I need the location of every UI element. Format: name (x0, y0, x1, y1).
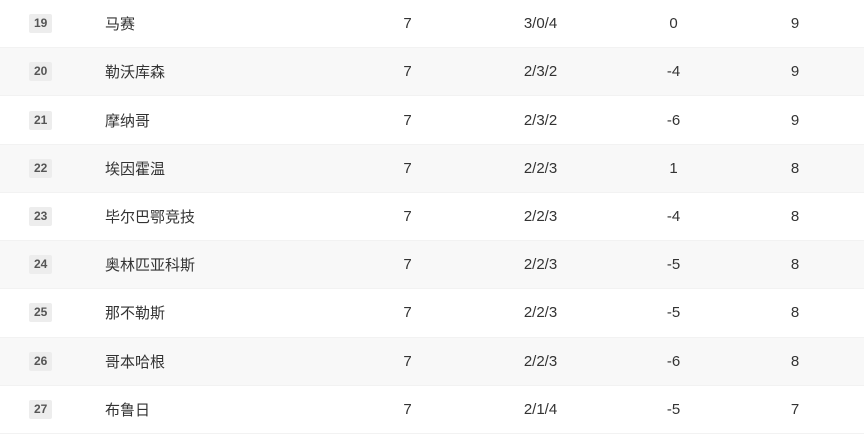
win-draw-loss: 2/2/3 (523, 256, 558, 274)
points: 9 (790, 15, 800, 33)
position-cell: 19 (0, 14, 70, 34)
win-draw-loss: 2/3/2 (523, 111, 558, 129)
games-played: 7 (403, 159, 412, 177)
team-name[interactable]: 哥本哈根 (105, 353, 166, 371)
team-name[interactable]: 那不勒斯 (105, 305, 166, 323)
position-badge: 22 (29, 158, 53, 178)
position-badge: 25 (29, 303, 53, 323)
table-row[interactable]: 26 哥本哈根 7 2/2/3 -6 8 (0, 337, 864, 386)
win-draw-loss: 2/2/3 (523, 159, 558, 177)
position-cell: 25 (0, 303, 70, 323)
team-name[interactable]: 布鲁日 (105, 401, 151, 419)
table-row[interactable]: 22 埃因霍温 7 2/2/3 1 8 (0, 144, 864, 193)
team-name[interactable]: 埃因霍温 (105, 160, 166, 178)
team-name[interactable]: 摩纳哥 (105, 112, 151, 130)
position-badge: 27 (29, 399, 53, 419)
table-row[interactable]: 19 马赛 7 3/0/4 0 9 (0, 0, 864, 49)
position-badge: 20 (29, 62, 53, 82)
goal-difference: -5 (666, 400, 681, 418)
games-played: 7 (403, 111, 412, 129)
position-badge: 23 (29, 206, 53, 226)
points: 8 (790, 352, 800, 370)
win-draw-loss: 2/2/3 (523, 304, 558, 322)
goal-difference: -5 (666, 304, 681, 322)
table-row[interactable]: 25 那不勒斯 7 2/2/3 -5 8 (0, 289, 864, 338)
team-name[interactable]: 勒沃库森 (105, 64, 166, 82)
table-row[interactable]: 23 毕尔巴鄂竞技 7 2/2/3 -4 8 (0, 192, 864, 242)
position-cell: 24 (0, 255, 70, 275)
team-name[interactable]: 毕尔巴鄂竞技 (105, 208, 196, 226)
points: 8 (790, 304, 800, 322)
win-draw-loss: 2/1/4 (523, 400, 558, 418)
table-row[interactable]: 27 布鲁日 7 2/1/4 -5 7 (0, 385, 864, 434)
table-row[interactable]: 21 摩纳哥 7 2/3/2 -6 9 (0, 96, 864, 145)
win-draw-loss: 2/2/3 (523, 207, 558, 225)
points: 9 (790, 63, 800, 81)
points: 8 (790, 256, 800, 274)
games-played: 7 (403, 400, 412, 418)
position-badge: 24 (29, 255, 53, 275)
games-played: 7 (403, 304, 412, 322)
win-draw-loss: 2/3/2 (523, 63, 558, 81)
position-cell: 26 (0, 351, 70, 371)
position-cell: 27 (0, 399, 70, 419)
team-name[interactable]: 奥林匹亚科斯 (105, 257, 196, 275)
position-badge: 19 (29, 14, 53, 34)
win-draw-loss: 3/0/4 (523, 15, 558, 33)
goal-difference: -6 (666, 352, 681, 370)
table-row[interactable]: 24 奥林匹亚科斯 7 2/2/3 -5 8 (0, 241, 864, 290)
team-name[interactable]: 马赛 (105, 16, 136, 34)
games-played: 7 (403, 63, 412, 81)
games-played: 7 (403, 207, 412, 225)
points: 9 (790, 111, 800, 129)
win-draw-loss: 2/2/3 (523, 352, 558, 370)
goal-difference: 0 (669, 15, 678, 33)
goal-difference: -4 (666, 63, 681, 81)
goal-difference: 1 (669, 159, 678, 177)
games-played: 7 (403, 256, 412, 274)
goal-difference: -6 (666, 111, 681, 129)
table-row[interactable]: 20 勒沃库森 7 2/3/2 -4 9 (0, 48, 864, 97)
goal-difference: -5 (666, 256, 681, 274)
points: 8 (790, 207, 800, 225)
games-played: 7 (403, 352, 412, 370)
position-cell: 21 (0, 110, 70, 130)
goal-difference: -4 (666, 207, 681, 225)
points: 7 (790, 400, 800, 418)
points: 8 (790, 159, 800, 177)
position-badge: 26 (29, 351, 53, 371)
position-cell: 22 (0, 158, 70, 178)
position-badge: 21 (29, 110, 53, 130)
games-played: 7 (403, 15, 412, 33)
position-cell: 20 (0, 62, 70, 82)
position-cell: 23 (0, 206, 70, 226)
